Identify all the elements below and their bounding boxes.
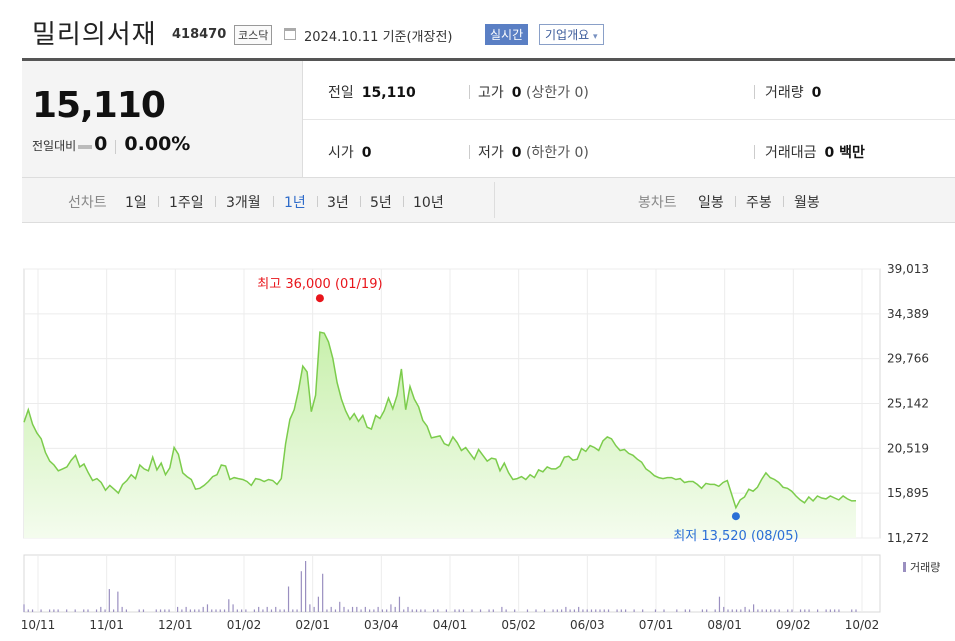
period-tab-5y[interactable]: 5년 [370, 195, 392, 211]
volume-legend: 거래량 [910, 561, 940, 574]
x-tick-label: 03/04 [364, 618, 399, 632]
price-change: 전일대비 0 0.00% [32, 133, 190, 155]
price-area [24, 332, 856, 538]
divider [215, 196, 216, 207]
min-label: 최저 13,520 (08/05) [673, 529, 798, 544]
stat-label: 고가 [478, 85, 504, 101]
line-chart-label: 선차트 [68, 195, 107, 211]
chevron-down-icon: ▾ [593, 32, 598, 42]
stat-low: 저가 0 (하한가 0) [478, 142, 589, 162]
y-tick-label: 11,272 [887, 531, 929, 545]
y-tick-label: 15,895 [887, 486, 929, 500]
ticker-code: 418470 [172, 27, 227, 42]
period-tab-10y[interactable]: 10년 [413, 195, 444, 211]
divider [273, 196, 274, 207]
x-tick-label: 10/11 [21, 618, 56, 632]
stat-label: 거래량 [765, 85, 804, 101]
realtime-button[interactable]: 실시간 [485, 24, 529, 45]
x-tick-label: 01/02 [227, 618, 262, 632]
change-label: 전일대비 [32, 139, 77, 153]
max-point [315, 294, 324, 303]
y-tick-label: 20,519 [887, 441, 929, 455]
divider [469, 85, 470, 99]
max-label: 최고 36,000 (01/19) [257, 277, 382, 292]
divider [317, 196, 318, 207]
stat-prev-close: 전일 15,110 [328, 82, 416, 102]
period-tab-1d[interactable]: 1일 [125, 195, 147, 211]
stat-value: 0 [511, 85, 522, 101]
volume-legend-swatch [903, 562, 906, 572]
price-line [23, 331, 857, 510]
change-percent: 0.00% [124, 133, 191, 155]
stat-high: 고가 0 (상한가 0) [478, 82, 589, 102]
divider [783, 196, 784, 207]
current-price: 15,110 [32, 85, 166, 126]
x-tick-label: 02/01 [295, 618, 330, 632]
row-divider [303, 119, 955, 120]
x-tick-label: 08/01 [707, 618, 742, 632]
stats-grid: 전일 15,110 고가 0 (상한가 0) 거래량 0 시가 0 저가 0 (하한가 0… [303, 61, 955, 178]
price-chart: 10/11 11/01 12/01 01/02 02/01 03/04 04/01 05/02… [21, 262, 941, 632]
period-tab-3y[interactable]: 3년 [327, 195, 349, 211]
market-badge: 코스닥 [234, 25, 273, 45]
stat-open: 시가 0 [328, 142, 372, 162]
divider [735, 196, 736, 207]
current-price-panel: 15,110 전일대비 0 0.00% [22, 61, 303, 178]
divider [754, 145, 755, 159]
stat-label: 시가 [328, 145, 354, 161]
x-tick-label: 04/01 [433, 618, 468, 632]
chart-period-bar: 선차트 1일 1주일 3개월 1년 3년 5년 10년 봉차트 일봉 주봉 월봉 [22, 178, 955, 223]
min-point [731, 512, 740, 521]
divider [494, 182, 495, 218]
period-tab-1y[interactable]: 1년 [284, 195, 306, 211]
divider [360, 196, 361, 207]
stat-value: 0 [511, 145, 522, 161]
stat-label: 저가 [478, 145, 504, 161]
company-name: 밀리의서재 [32, 20, 157, 50]
period-tab-1w[interactable]: 1주일 [169, 195, 204, 211]
divider [158, 196, 159, 207]
calendar-icon [284, 28, 296, 40]
x-tick-label: 11/01 [89, 618, 124, 632]
stat-label: 전일 [328, 85, 354, 101]
y-tick-label: 39,013 [887, 262, 929, 276]
price-board: 15,110 전일대비 0 0.00% 전일 15,110 고가 0 (상한가 0) 거… [22, 58, 955, 223]
company-info-label: 기업개요 [545, 28, 590, 42]
divider [115, 139, 117, 154]
y-tick-label: 25,142 [887, 397, 929, 411]
x-tick-label: 10/02 [845, 618, 880, 632]
x-tick-label: 05/02 [501, 618, 536, 632]
x-tick-label: 12/01 [158, 618, 193, 632]
stat-value: 15,110 [361, 85, 416, 101]
stat-amount: 거래대금 0 백만 [765, 142, 865, 162]
stat-value: 0 [361, 145, 372, 161]
stat-label: 거래대금 [765, 145, 817, 161]
candle-tab-daily[interactable]: 일봉 [698, 195, 724, 211]
candle-tab-monthly[interactable]: 월봉 [794, 195, 820, 211]
change-value: 0 [94, 133, 108, 155]
stock-header: 밀리의서재 418470 코스닥 2024.10.11 기준(개장전) 실시간 … [0, 0, 955, 58]
company-info-dropdown[interactable]: 기업개요 ▾ [539, 24, 604, 45]
y-tick-label: 29,766 [887, 352, 929, 366]
no-change-icon [78, 144, 93, 149]
lower-limit: (하한가 0) [525, 145, 589, 161]
y-tick-label: 34,389 [887, 307, 929, 321]
upper-limit: (상한가 0) [525, 85, 589, 101]
stat-value: 0 [811, 85, 822, 101]
divider [754, 85, 755, 99]
divider [403, 196, 404, 207]
stat-value: 0 백만 [824, 145, 865, 161]
volume-frame [23, 554, 881, 613]
candle-tab-weekly[interactable]: 주봉 [746, 195, 772, 211]
stat-volume: 거래량 0 [765, 82, 821, 102]
x-tick-label: 07/01 [639, 618, 674, 632]
base-date: 2024.10.11 기준(개장전) [304, 30, 453, 45]
x-tick-label: 06/03 [570, 618, 605, 632]
period-tab-3m[interactable]: 3개월 [226, 195, 261, 211]
candle-chart-label: 봉차트 [638, 195, 677, 211]
divider [469, 145, 470, 159]
x-tick-label: 09/02 [776, 618, 811, 632]
